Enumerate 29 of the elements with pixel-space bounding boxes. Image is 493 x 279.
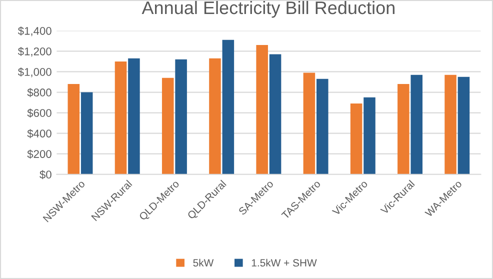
chart-title: Annual Electricity Bill Reduction xyxy=(142,0,394,18)
bar xyxy=(458,76,470,174)
y-tick-label: $600 xyxy=(27,108,52,118)
bar xyxy=(162,78,174,174)
y-tick-label: $0 xyxy=(40,170,52,180)
bar xyxy=(128,58,140,174)
bar xyxy=(209,58,221,174)
bar xyxy=(350,104,362,174)
bar xyxy=(316,78,328,174)
legend-label: 5kW xyxy=(193,258,214,267)
bar xyxy=(364,97,376,174)
y-tick-label: $1,200 xyxy=(18,47,52,57)
y-tick-label: $1,400 xyxy=(18,26,52,36)
y-tick-label: $1,000 xyxy=(18,68,52,78)
bar xyxy=(80,92,93,174)
bar xyxy=(303,72,316,174)
bar xyxy=(222,40,234,174)
bar xyxy=(269,54,282,174)
bar xyxy=(256,45,268,174)
bar xyxy=(444,74,456,174)
bar xyxy=(175,59,187,174)
y-tick-label: $200 xyxy=(27,150,52,159)
legend-label: 1.5kW + SHW xyxy=(252,258,317,267)
y-tick-label: $800 xyxy=(27,88,52,98)
y-tick-label: $400 xyxy=(27,129,52,138)
bar xyxy=(68,84,80,174)
bar xyxy=(410,74,422,174)
bar xyxy=(398,84,410,174)
bar xyxy=(114,61,127,174)
